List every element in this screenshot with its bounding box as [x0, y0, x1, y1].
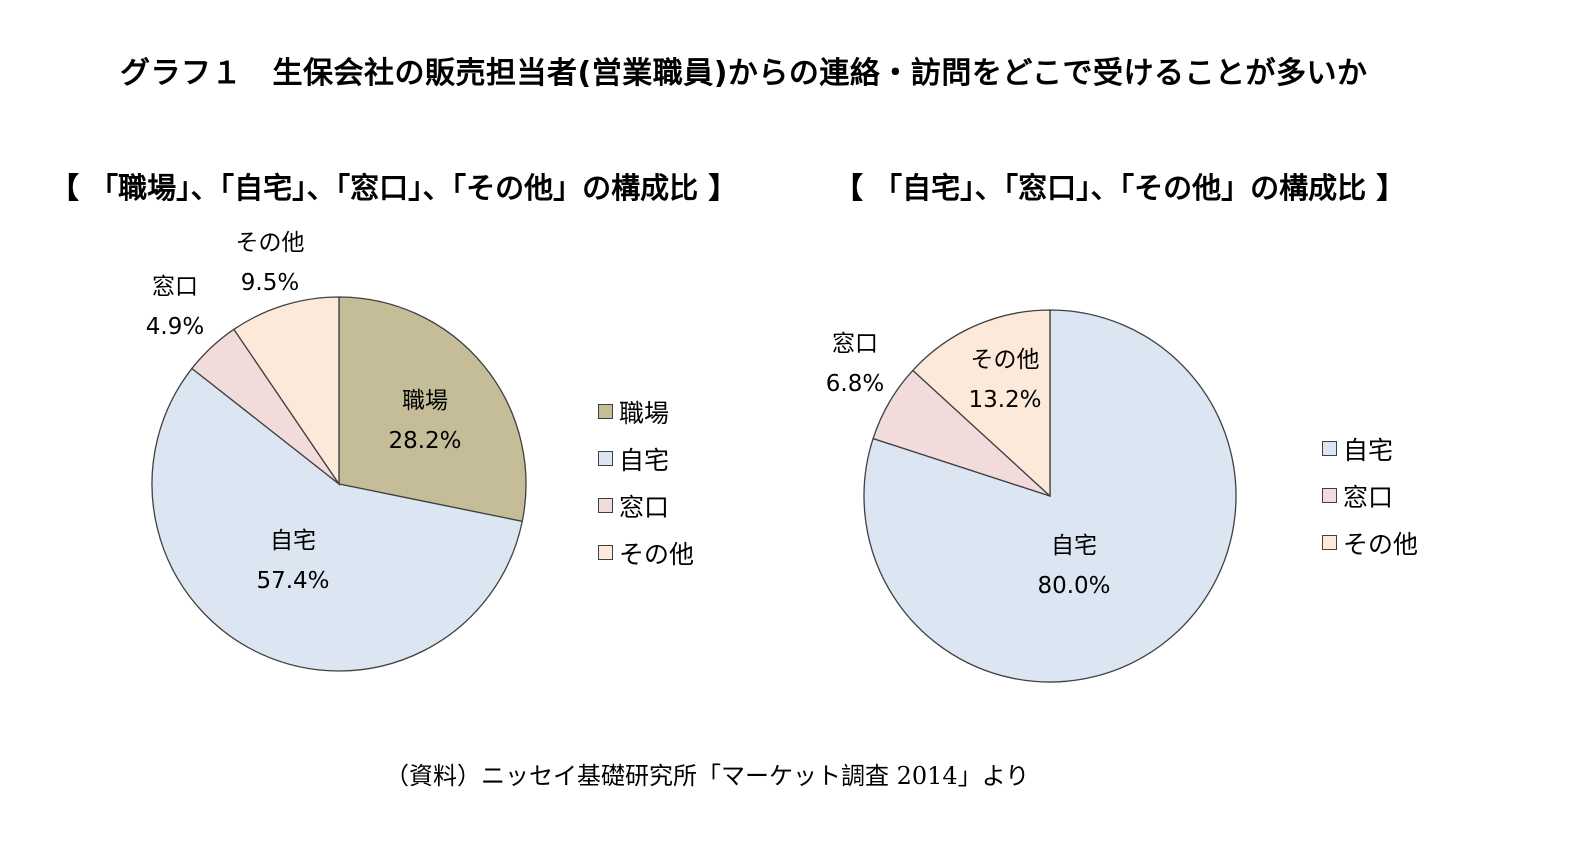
chart1-legend-label: その他: [619, 539, 695, 569]
chart2-title: 【 「自宅」、「窓口」、「その他」の構成比 】: [834, 171, 1406, 205]
chart2-legend-label: 自宅: [1343, 435, 1394, 465]
chart1-legend-swatch: [598, 451, 613, 466]
chart2-legend-item: その他: [1322, 519, 1418, 566]
chart2-slice-1-name: 窓口: [832, 331, 878, 357]
chart2-slice-2: [911, 309, 1051, 498]
chart1-slice-3-name: その他: [236, 230, 305, 256]
chart1-title: 【 「職場」、「自宅」、「窓口」、「その他」の構成比 】: [50, 171, 738, 205]
chart2-legend-label: その他: [1343, 529, 1419, 559]
chart2-slice-2-value: 13.2%: [968, 387, 1041, 413]
chart1-legend-item: 窓口: [598, 482, 694, 529]
chart2-pie: 自宅 80.0% 窓口 6.8% その他 13.2%: [826, 309, 1237, 683]
chart1-pie: 職場 28.2% 自宅 57.4% 窓口 4.9% その他 9.5%: [146, 230, 527, 672]
chart1-legend-item: 職場: [598, 388, 694, 435]
chart2-legend-label: 窓口: [1343, 482, 1394, 512]
chart1-slice-1-value: 57.4%: [256, 568, 329, 594]
page-title: グラフ１ 生保会社の販売担当者(営業職員)からの連絡・訪問をどこで受けることが多…: [120, 56, 1368, 91]
chart2-legend-item: 自宅: [1322, 425, 1418, 472]
chart2-slice-0-value: 80.0%: [1037, 573, 1110, 599]
chart1-slice-3: [232, 296, 340, 487]
chart1-legend-swatch: [598, 404, 613, 419]
chart1-slice-1: [151, 367, 524, 672]
chart1-slice-2-name: 窓口: [152, 274, 198, 300]
chart1-legend-item: その他: [598, 529, 694, 576]
chart2-legend-item: 窓口: [1322, 472, 1418, 519]
chart1-legend: 職場 自宅 窓口 その他: [598, 388, 694, 576]
chart1-legend-label: 窓口: [619, 492, 670, 522]
chart1-legend-label: 職場: [619, 398, 670, 428]
chart2-slice-0-name: 自宅: [1051, 533, 1097, 559]
chart2-legend-swatch: [1322, 488, 1337, 503]
chart1-legend-item: 自宅: [598, 435, 694, 482]
chart2-legend-swatch: [1322, 441, 1337, 456]
chart1-slice-2-value: 4.9%: [146, 314, 204, 340]
chart1-slice-0-value: 28.2%: [388, 428, 461, 454]
chart2-slice-1-value: 6.8%: [826, 371, 884, 397]
chart1-slice-0: [338, 296, 527, 523]
chart1-slice-0-name: 職場: [402, 388, 448, 414]
chart2-legend: 自宅 窓口 その他: [1322, 425, 1418, 566]
chart2-legend-swatch: [1322, 535, 1337, 550]
chart1-slice-3-value: 9.5%: [241, 270, 299, 296]
chart2-slice-2-name: その他: [971, 347, 1040, 373]
chart1-legend-swatch: [598, 545, 613, 560]
chart1-legend-swatch: [598, 498, 613, 513]
chart1-legend-label: 自宅: [619, 445, 670, 475]
chart1-slice-1-name: 自宅: [270, 528, 316, 554]
source-note: （資料）ニッセイ基礎研究所「マーケット調査 2014」より: [385, 762, 1030, 790]
